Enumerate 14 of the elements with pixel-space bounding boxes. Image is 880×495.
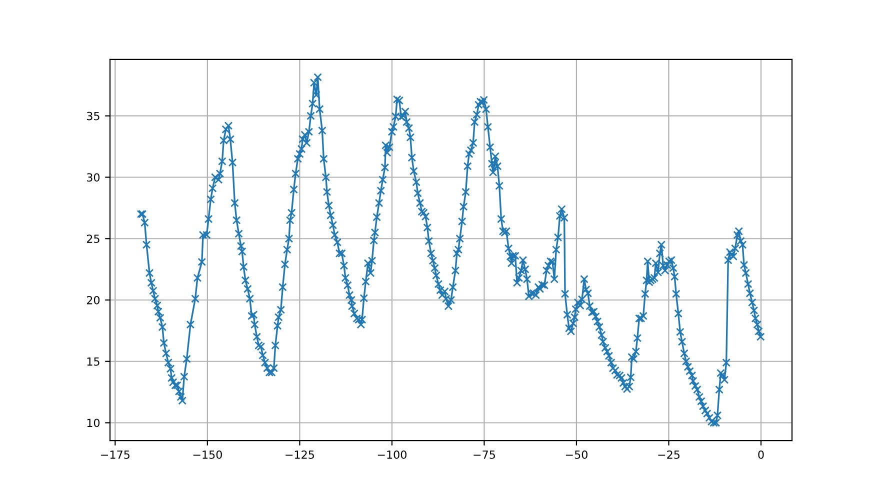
x-tick-label: −100 [378,450,406,459]
y-tick-label: 15 [87,357,100,366]
y-tick-label: 35 [86,112,100,120]
x-tick-label: −50 [566,450,588,459]
y-tick-label: 10 [87,418,100,428]
x-tick-label: −75 [474,450,495,459]
x-tick-label: −25 [658,450,680,459]
y-tick-label: 30 [86,173,100,182]
x-tick-label: −125 [286,450,314,459]
y-tick-label: 25 [86,234,100,243]
x-tick-label: −175 [101,450,130,459]
x-tick-label: −150 [193,450,222,459]
x-tick-label: 0 [758,450,764,459]
y-tick-label: 20 [86,296,100,304]
